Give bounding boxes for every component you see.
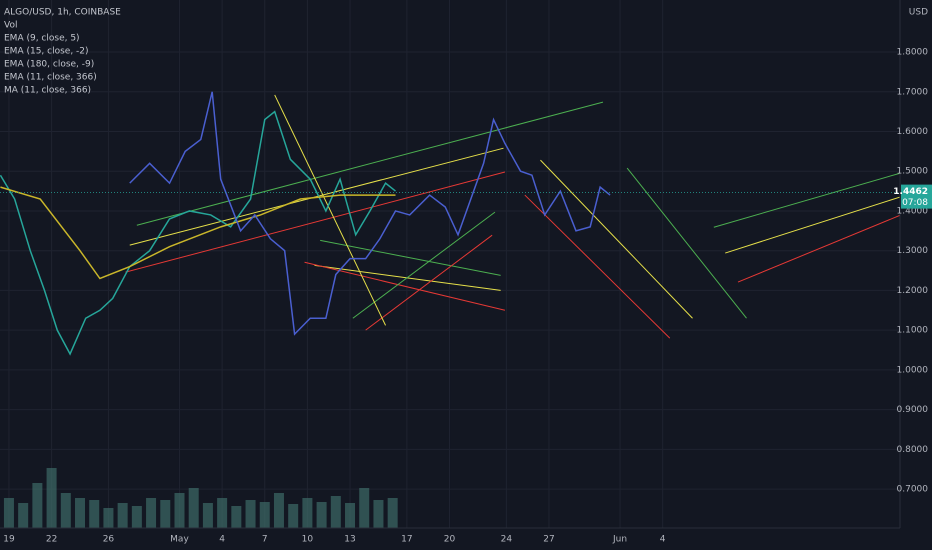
volume-bar <box>359 488 370 528</box>
trendline <box>136 101 604 226</box>
volume-bar <box>75 498 86 528</box>
legend-entry: MA (11, close, 366) <box>4 86 91 96</box>
volume-bar <box>345 503 356 528</box>
y-tick-label: 1.3000 <box>897 246 929 256</box>
x-tick-label: May <box>170 535 189 545</box>
volume-bar <box>89 500 100 528</box>
countdown-label: 07:08 <box>902 198 928 208</box>
trendline <box>524 194 671 339</box>
x-tick-label: 26 <box>103 535 115 545</box>
x-tick-label: 19 <box>3 535 15 545</box>
y-tick-label: 1.8000 <box>897 48 929 58</box>
trendline <box>713 172 901 228</box>
volume-bar <box>117 503 128 528</box>
volume-bar <box>103 508 114 528</box>
volume-bar <box>387 498 398 528</box>
trendline <box>352 211 496 319</box>
last-price-box <box>901 184 932 209</box>
x-tick-label: 7 <box>262 535 268 545</box>
legend-entry: EMA (9, close, 5) <box>4 34 80 44</box>
x-tick-label: 24 <box>501 535 513 545</box>
series-line <box>0 186 396 280</box>
y-tick-label: 1.6000 <box>897 127 929 137</box>
volume-bar <box>174 493 185 528</box>
y-tick-label: 1.4000 <box>897 206 929 216</box>
x-tick-label: 4 <box>219 535 225 545</box>
y-tick-label: 1.2000 <box>897 286 929 296</box>
grid <box>0 0 900 528</box>
y-tick-label: 0.7000 <box>897 485 929 495</box>
volume-bar <box>245 500 256 528</box>
plot <box>0 91 901 528</box>
volume-bar <box>3 498 14 528</box>
volume-bar <box>316 502 327 528</box>
trendline <box>626 167 747 319</box>
x-tick-label: 20 <box>444 535 456 545</box>
x-tick-label: 27 <box>543 535 554 545</box>
volume-bar <box>46 468 57 528</box>
x-tick-label: 10 <box>302 535 314 545</box>
volume-bar <box>288 504 299 528</box>
volume-bar <box>188 488 199 528</box>
legend-entry: Vol <box>4 21 17 31</box>
series-line <box>129 91 611 336</box>
y-tick-label: 1.5000 <box>897 167 929 177</box>
x-tick-label: Jun <box>612 535 627 545</box>
volume-bar <box>131 506 142 528</box>
volume-bar <box>146 498 157 528</box>
trendline <box>725 196 901 254</box>
trendline <box>320 239 501 276</box>
legend-entry: EMA (15, close, -2) <box>4 47 89 57</box>
volume-bar <box>60 493 71 528</box>
trendline <box>737 214 901 283</box>
volume-bar <box>373 500 384 528</box>
trendline <box>540 159 693 319</box>
y-tick-label: 1.1000 <box>897 326 929 336</box>
volume-bar <box>160 500 171 528</box>
x-tick-label: 4 <box>660 535 666 545</box>
x-tick-label: 13 <box>344 535 355 545</box>
volume-bar <box>231 506 242 528</box>
legend-entry: EMA (180, close, -9) <box>4 60 94 70</box>
volume-bar <box>259 502 270 528</box>
volume-bar <box>202 503 213 528</box>
trendline <box>365 234 493 331</box>
y-tick-label: 0.9000 <box>897 405 929 415</box>
title: ALGO/USD, 1h, COINBASE <box>4 8 121 18</box>
volume-bar <box>32 483 43 528</box>
y-tick-label: 0.8000 <box>897 445 929 455</box>
volume-bar <box>18 503 29 528</box>
trendline <box>274 94 387 326</box>
volume-bar <box>330 496 341 528</box>
x-tick-label: 22 <box>46 535 57 545</box>
y-unit: USD <box>909 8 928 18</box>
volume-bar <box>217 498 228 528</box>
volume-bar <box>302 498 313 528</box>
x-tick-label: 17 <box>401 535 412 545</box>
y-tick-label: 1.0000 <box>897 365 929 375</box>
trendline <box>304 261 506 311</box>
trendline <box>125 171 506 273</box>
volume-bar <box>273 493 284 528</box>
y-tick-label: 1.7000 <box>897 87 929 97</box>
series-line <box>0 110 396 356</box>
last-price-label: 1.4462 <box>893 187 928 197</box>
legend-entry: EMA (11, close, 366) <box>4 73 97 83</box>
